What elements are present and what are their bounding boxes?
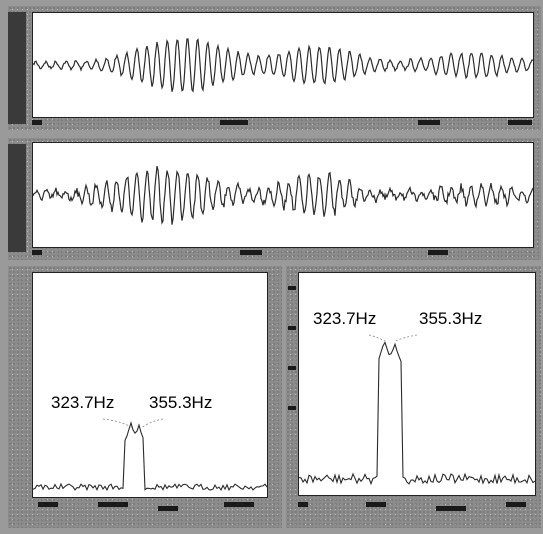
scale-marker bbox=[224, 502, 254, 507]
spectrum-right-screen: 323.7Hz 355.3Hz bbox=[298, 272, 536, 496]
scale-marker bbox=[220, 120, 248, 125]
scale-marker bbox=[158, 506, 178, 511]
peak-label-355hz: 355.3Hz bbox=[419, 309, 483, 328]
waveform-bottom-screen bbox=[32, 142, 534, 248]
scale-marker bbox=[428, 250, 448, 255]
scale-marker bbox=[98, 502, 128, 507]
waveform-top-trace bbox=[32, 38, 534, 93]
waveform-bottom-trace bbox=[32, 165, 534, 225]
side-marker bbox=[288, 326, 296, 330]
peak-label-355hz: 355.3Hz bbox=[149, 393, 213, 412]
side-marker bbox=[288, 366, 296, 370]
scale-marker bbox=[32, 120, 42, 125]
scale-marker bbox=[506, 502, 526, 507]
spectrum-right-trace bbox=[298, 334, 536, 486]
scale-marker bbox=[508, 120, 532, 125]
spectrum-left-frame: 323.7Hz 355.3Hz bbox=[8, 266, 282, 528]
waveform-top-screen bbox=[32, 12, 534, 118]
peak-label-323hz: 323.7Hz bbox=[51, 393, 115, 412]
scale-marker bbox=[436, 506, 466, 511]
peak-label-323hz: 323.7Hz bbox=[313, 309, 377, 328]
scale-marker bbox=[366, 502, 386, 507]
left-scale-strip bbox=[8, 144, 26, 252]
scale-marker bbox=[38, 502, 58, 507]
scale-marker bbox=[298, 502, 308, 507]
scale-marker bbox=[32, 250, 42, 255]
side-marker bbox=[288, 406, 296, 410]
scale-marker bbox=[418, 120, 440, 125]
waveform-bottom-frame bbox=[8, 138, 541, 260]
spectrum-left-screen: 323.7Hz 355.3Hz bbox=[32, 272, 268, 498]
spectrum-right-frame: 323.7Hz 355.3Hz bbox=[286, 266, 541, 528]
side-marker bbox=[288, 286, 296, 290]
spectrum-left-trace bbox=[32, 418, 268, 492]
left-scale-strip bbox=[8, 12, 26, 124]
scale-marker bbox=[240, 250, 262, 255]
waveform-top-frame bbox=[8, 6, 541, 130]
